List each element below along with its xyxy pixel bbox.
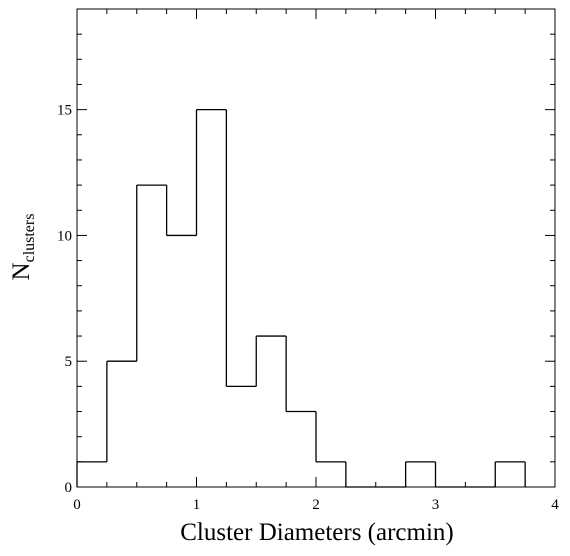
x-tick-label: 2	[312, 497, 320, 513]
y-tick-label: 5	[65, 354, 73, 370]
x-tick-labels: 0 1 2 3 4	[73, 497, 559, 513]
y-tick-label: 0	[65, 480, 73, 496]
x-tick-label: 1	[193, 497, 201, 513]
y-axis-title: Nclusters	[8, 214, 38, 281]
y-axis-title-subscript: clusters	[21, 214, 38, 263]
y-tick-label: 15	[57, 103, 72, 119]
x-tick-label: 4	[551, 497, 559, 513]
y-tick-label: 10	[57, 228, 72, 244]
y-axis-title-main: N	[8, 262, 35, 280]
x-axis-title: Cluster Diameters (arcmin)	[180, 519, 454, 546]
x-tick-label: 3	[432, 497, 440, 513]
y-tick-labels: 0 5 10 15	[57, 103, 72, 496]
histogram-series	[76, 108, 526, 488]
x-tick-label: 0	[73, 497, 81, 513]
